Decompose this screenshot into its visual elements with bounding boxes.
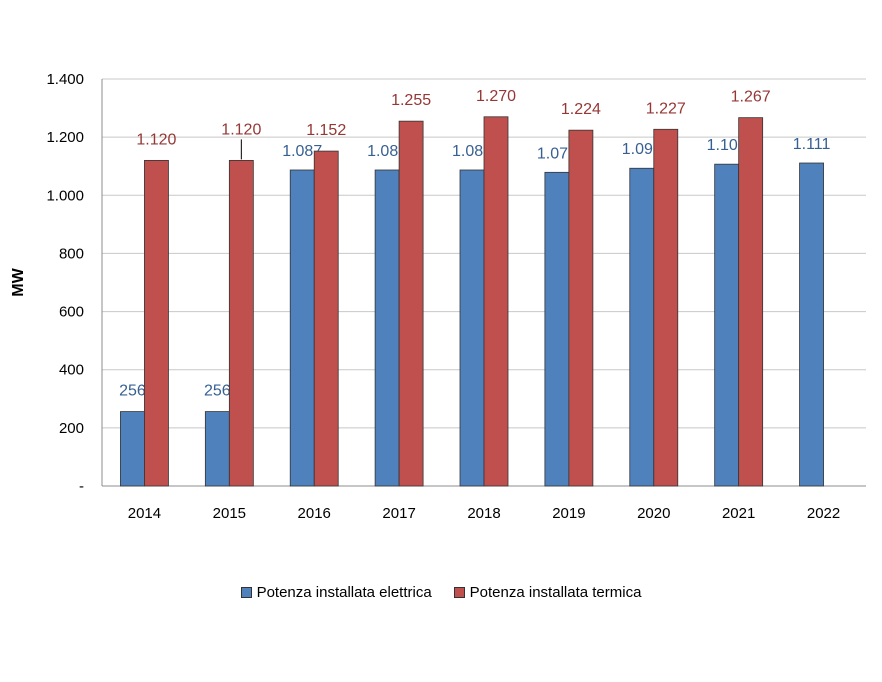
x-tick-label: 2016 — [298, 505, 331, 522]
x-tick-label: 2019 — [552, 505, 585, 522]
data-label-elettrica: 1.087 — [367, 143, 407, 160]
bar-termica — [653, 128, 679, 487]
data-label-elettrica: 1.087 — [452, 143, 492, 160]
legend-swatch-elettrica — [240, 587, 252, 598]
x-tick-label: 2017 — [382, 505, 415, 522]
y-tick-label: - — [79, 478, 84, 495]
x-tick-label: 2021 — [722, 505, 755, 522]
data-label-termica: 1.120 — [136, 131, 176, 148]
bar-elettrica — [374, 169, 400, 487]
x-tick-label: 2020 — [637, 505, 670, 522]
bar-elettrica — [204, 411, 230, 487]
data-label-elettrica: 256 — [119, 383, 146, 400]
data-label-elettrica: 1.087 — [282, 143, 322, 160]
data-label-elettrica: 1.107 — [707, 137, 747, 154]
legend-item-termica: Potenza installata termica — [453, 584, 642, 601]
data-label-termica: 1.152 — [306, 122, 346, 139]
x-tick-label: 2022 — [807, 505, 840, 522]
bar-termica — [398, 120, 424, 487]
y-tick-label: 1.000 — [46, 187, 84, 204]
bar-elettrica — [289, 169, 315, 487]
bar-elettrica — [120, 411, 145, 487]
data-label-termica: 1.120 — [221, 121, 261, 138]
data-label-termica: 1.227 — [646, 100, 686, 117]
x-tick-label: 2018 — [467, 505, 500, 522]
y-tick-label: 800 — [59, 245, 84, 262]
legend-item-elettrica: Potenza installata elettrica — [240, 584, 432, 601]
bar-termica — [568, 129, 594, 487]
bar-termica — [313, 150, 339, 487]
bar-elettrica — [714, 163, 740, 487]
data-label-termica: 1.255 — [391, 92, 431, 109]
legend: Potenza installata elettrica Potenza ins… — [0, 584, 882, 601]
legend-label-termica: Potenza installata termica — [469, 584, 642, 601]
y-tick-label: 600 — [59, 304, 84, 321]
bar-elettrica — [629, 167, 655, 487]
data-label-termica: 1.267 — [731, 89, 771, 106]
data-label-elettrica: 256 — [204, 383, 231, 400]
bar-termica — [738, 117, 764, 487]
bar-termica — [228, 159, 254, 487]
bar-elettrica — [459, 169, 485, 487]
bar-termica — [483, 116, 509, 487]
x-tick-label: 2015 — [213, 505, 246, 522]
data-label-termica: 1.224 — [561, 101, 601, 118]
y-tick-label: 1.400 — [46, 71, 84, 88]
y-tick-label: 400 — [59, 362, 84, 379]
y-tick-label: 200 — [59, 420, 84, 437]
x-tick-label: 2014 — [128, 505, 161, 522]
data-label-termica: 1.270 — [476, 88, 516, 105]
legend-label-elettrica: Potenza installata elettrica — [256, 584, 432, 601]
data-label-elettrica: 1.093 — [622, 141, 662, 158]
data-label-elettrica: 1.111 — [793, 136, 831, 153]
bar-elettrica — [799, 162, 824, 487]
bar-elettrica — [544, 171, 570, 487]
y-axis-title: MW — [10, 267, 27, 296]
bar-termica — [144, 159, 169, 487]
legend-swatch-termica — [453, 587, 465, 598]
y-tick-label: 1.200 — [46, 129, 84, 146]
data-label-elettrica: 1.079 — [537, 145, 577, 162]
